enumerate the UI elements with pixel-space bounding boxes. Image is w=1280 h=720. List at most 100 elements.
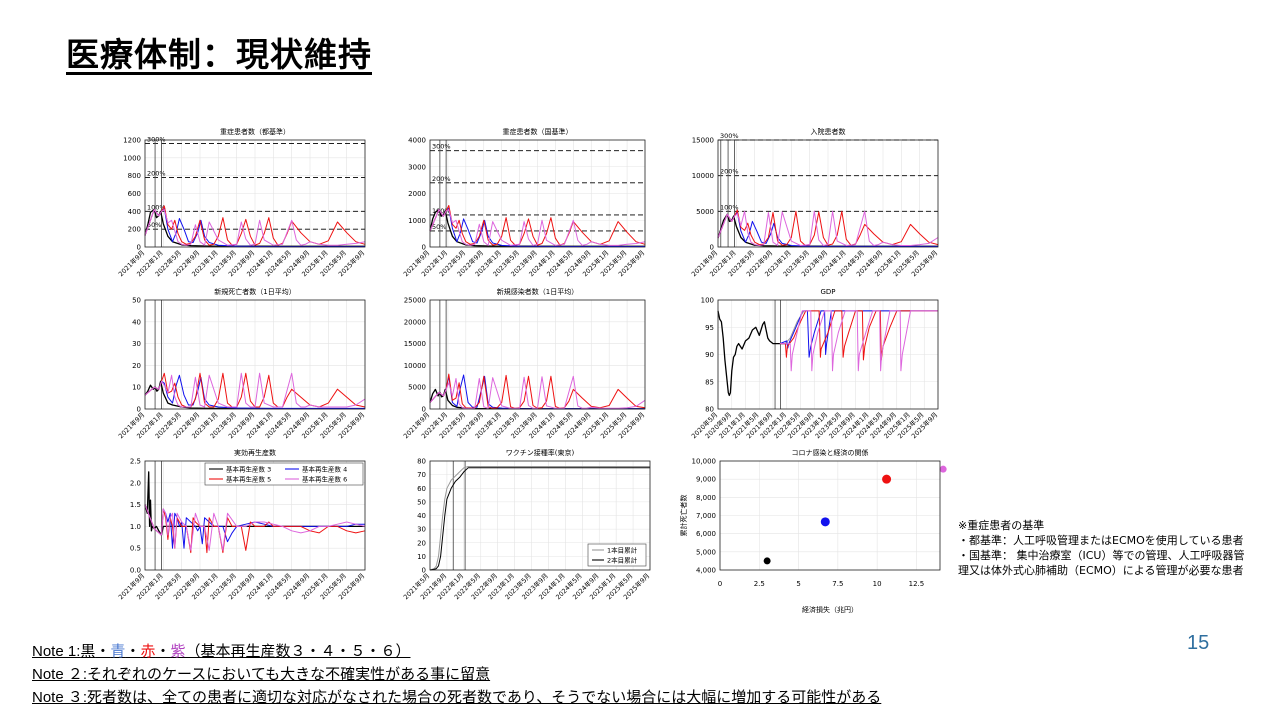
- y-tick-label: 0: [422, 567, 426, 575]
- chart-severe-national: 重症患者数（国基準） 0 1000 2000 3000 4000 2021年9月 2022年1…: [380, 120, 660, 295]
- y-tick-label: 1000: [123, 154, 141, 162]
- chart-severe-tokyo: 重症患者数（都基準） 0 200 400 600 800 1000 1200 2021年9月 20…: [100, 120, 380, 295]
- y-tick-label: 1.5: [130, 501, 141, 509]
- y-tick-label: 600: [128, 190, 141, 198]
- y-tick-label: 100: [701, 297, 714, 305]
- capacity-label: 200%: [147, 169, 166, 177]
- x-tick-label: 5: [796, 580, 800, 588]
- chart-title: 入院患者数: [811, 127, 846, 136]
- scatter-point-black: [763, 557, 771, 565]
- capacity-label: 50%: [432, 223, 446, 231]
- criteria-line-3: 理又は体外式心肺補助（ECMO）による管理が必要な患者: [958, 564, 1244, 577]
- series-line-gray: [429, 466, 650, 571]
- legend-entry: 2本目累計: [607, 556, 638, 565]
- chart-svg-effective-reproduction: 実効再生産数0.00.51.01.52.02.52021年9月2022年1月20…: [116, 448, 366, 601]
- y-tick-label: 400: [128, 208, 141, 216]
- y-tick-label: 60: [417, 485, 426, 493]
- chart-title: GDP: [820, 288, 835, 296]
- page-number: 15: [1187, 632, 1210, 654]
- y-tick-label: 7,000: [696, 512, 716, 520]
- y-tick-label: 80: [417, 458, 426, 466]
- chart-gdp: GDP 80 85 90 95 100 2020年5月 2020年9月 2021年1月 2021年…: [670, 283, 950, 458]
- y-tick-label: 0.5: [130, 545, 141, 553]
- note-1-sep3: ・: [155, 642, 171, 660]
- note-1-red: 赤: [140, 642, 156, 660]
- y-tick-label: 1200: [123, 137, 141, 145]
- chart-svg-new-deaths: 新規死亡者数（1日平均）010203040502021年9月2022年1月202…: [116, 287, 366, 440]
- y-tick-label: 40: [417, 512, 426, 520]
- note-1-black: 黒: [80, 642, 96, 660]
- y-tick-label: 10000: [404, 362, 426, 370]
- y-tick-label: 95: [705, 324, 714, 332]
- legend-box: [204, 462, 364, 486]
- note-1: Note 1:黒・青・赤・紫（基本再生産数３・４・５・６）: [32, 640, 411, 661]
- x-tick-label: 10: [873, 580, 882, 588]
- series-line-red: [779, 310, 938, 361]
- y-tick-label: 50: [132, 297, 141, 305]
- y-tick-label: 80: [705, 406, 714, 414]
- plot-frame: [144, 139, 366, 248]
- chart-svg-vaccination: ワクチン接種率(東京)010203040506070802021年5月2021年…: [401, 448, 651, 601]
- chart-title: 新規死亡者数（1日平均）: [214, 287, 295, 296]
- chart-title: 重症患者数（都基準）: [220, 127, 290, 136]
- severe-criteria-notes: ※重症患者の基準 ・都基準：人工呼吸管理またはECMOを使用している患者 ・国基…: [958, 518, 1262, 578]
- y-tick-label: 10000: [692, 172, 714, 180]
- chart-svg-corona-vs-economy: コロナ感染と経済の関係 4,000 5,000 6,000 7,000 8,000 9,00…: [679, 448, 947, 614]
- capacity-label: 200%: [720, 168, 739, 176]
- y-tick-label: 0: [137, 406, 141, 414]
- chart-new-deaths: 新規死亡者数（1日平均） 0 10 20 30 40 50 2021年9月 2022年1月 202…: [100, 283, 380, 458]
- legend-entry: 基本再生産数 4: [302, 465, 347, 474]
- page-title: 医療体制：現状維持: [66, 35, 372, 74]
- chart-title: 新規感染者数（1日平均）: [497, 287, 578, 296]
- capacity-label: 100%: [147, 203, 166, 211]
- plot-frame: [719, 460, 941, 571]
- note-2-prefix: Note ２:: [32, 666, 88, 683]
- y-tick-label: 10,000: [692, 458, 717, 466]
- note-2: Note ２:それぞれのケースにおいても大きな不確実性がある事に留意: [32, 663, 490, 684]
- plot-frame: [144, 299, 366, 410]
- legend: 基本再生産数 3 基本再生産数 4 基本再生産数 5 基本再生産数 6: [204, 462, 364, 486]
- note-1-prefix: Note 1:: [32, 643, 81, 660]
- y-tick-label: 2.5: [130, 458, 141, 466]
- series-line-black: [144, 471, 365, 536]
- criteria-line-1: ・都基準：人工呼吸管理またはECMOを使用している患者: [958, 534, 1244, 547]
- series-line-black: [717, 310, 787, 397]
- capacity-label: 300%: [432, 143, 451, 151]
- scatter-point-blue: [820, 517, 830, 527]
- y-tick-label: 0: [710, 244, 714, 252]
- plot-frame: [429, 460, 651, 571]
- y-tick-label: 1000: [408, 217, 426, 225]
- series-line-purple: [144, 209, 366, 246]
- plot-frame: [717, 299, 939, 410]
- y-tick-label: 0: [422, 406, 426, 414]
- y-tick-label: 40: [132, 318, 141, 326]
- series-line-purple: [429, 209, 646, 246]
- note-3: Note ３:死者数は、全ての患者に適切な対応がなされた場合の死者数であり、そう…: [32, 686, 881, 707]
- y-tick-label: 15000: [404, 340, 426, 348]
- y-tick-label: 9,000: [696, 476, 716, 484]
- note-1-purple: 紫: [170, 642, 186, 660]
- plot-frame: [144, 460, 366, 571]
- x-tick-label: 0: [718, 580, 722, 588]
- chart-corona-vs-economy: コロナ感染と経済の関係 4,000 5,000 6,000 7,000 8,000 9,00…: [670, 445, 950, 620]
- chart-svg-severe-national: 重症患者数（国基準）010002000300040002021年9月2022年1…: [401, 127, 646, 278]
- note-3-prefix: Note ３:: [32, 689, 88, 706]
- legend-entry: 1本目累計: [607, 546, 638, 555]
- legend-entry: 基本再生産数 6: [302, 475, 347, 484]
- y-tick-label: 800: [128, 172, 141, 180]
- capacity-label: 100%: [432, 207, 451, 215]
- note-2-text: それぞれのケースにおいても大きな不確実性がある事に留意: [87, 665, 491, 683]
- y-tick-label: 20000: [404, 318, 426, 326]
- y-tick-label: 4,000: [696, 567, 716, 575]
- y-tick-label: 4000: [408, 137, 426, 145]
- y-tick-label: 85: [705, 378, 714, 386]
- y-tick-label: 3000: [408, 163, 426, 171]
- note-1-sep2: ・: [125, 642, 141, 660]
- y-tick-label: 20: [417, 539, 426, 547]
- chart-title: コロナ感染と経済の関係: [792, 448, 869, 457]
- x-tick-label: 7.5: [832, 580, 843, 588]
- chart-title: 重症患者数（国基準）: [503, 127, 573, 136]
- series-line-purple: [779, 310, 938, 372]
- y-tick-label: 2.0: [130, 479, 141, 487]
